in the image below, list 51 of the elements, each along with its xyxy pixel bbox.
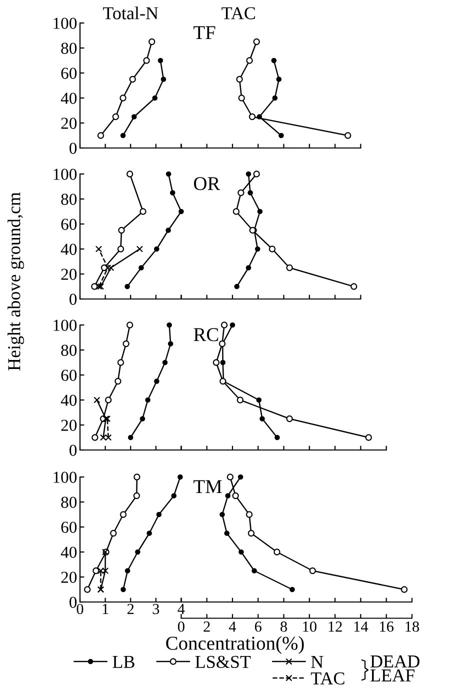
legend-label: LB	[112, 656, 134, 668]
annotation: TM	[194, 480, 222, 493]
x-tick-label: 6	[254, 622, 262, 632]
x-tick-label: 12	[328, 622, 342, 632]
y-tick-label: 20	[61, 268, 77, 280]
legend-label: N	[311, 656, 324, 668]
y-tick-label: 0	[70, 294, 77, 305]
x-axis-title: Concentration(%)	[166, 636, 304, 654]
y-tick-label: 60	[61, 370, 77, 381]
x-tick-label: 2	[204, 622, 210, 632]
y-tick-label: 80	[61, 344, 77, 356]
x-tick-label: 0	[178, 621, 184, 632]
y-tick-label: 100	[54, 472, 77, 483]
x-tick-label: 16	[380, 622, 394, 632]
x-tick-label: 8	[280, 621, 287, 632]
x-tick-label: 3	[152, 604, 160, 614]
y-tick-label: 40	[60, 394, 77, 406]
y-tick-label: 60	[61, 218, 77, 230]
legend-label: TAC	[310, 672, 344, 684]
y-tick-label: 40	[60, 92, 77, 104]
y-tick-label: 20	[61, 118, 77, 129]
annotation: TF	[194, 26, 216, 39]
y-tick-label: 20	[61, 420, 77, 431]
annotation: RC	[194, 328, 218, 342]
y-tick-label: 80	[61, 194, 77, 205]
x-tick-label: 4	[228, 622, 236, 632]
y-tick-label: 100	[54, 18, 77, 29]
x-tick-label: 1	[102, 604, 108, 614]
y-tick-label: 60	[61, 68, 77, 79]
x-tick-label: 2	[127, 604, 134, 614]
y-tick-label: 100	[54, 168, 77, 180]
chart-title: Total-N	[102, 6, 158, 20]
annotation: OR	[194, 177, 220, 190]
y-tick-label: 0	[70, 444, 77, 456]
y-tick-label: 60	[61, 522, 77, 533]
y-tick-label: 0	[70, 142, 77, 154]
x-tick-label: 10	[303, 621, 316, 632]
y-tick-label: 80	[61, 496, 77, 508]
legend-label: LS&ST	[195, 656, 251, 668]
y-tick-label: 40	[60, 244, 77, 255]
x-tick-label: 4	[178, 604, 185, 614]
x-tick-label: 18	[406, 621, 420, 632]
y-tick-label: 100	[54, 320, 77, 331]
y-tick-label: 40	[60, 546, 77, 558]
y-axis-title: Height above ground,cm	[8, 192, 24, 370]
chart-title: TAC	[222, 7, 255, 20]
x-tick-label: 14	[354, 622, 368, 632]
y-tick-label: 20	[61, 572, 77, 583]
text: DEAD	[370, 655, 420, 668]
text: LEAF	[370, 669, 414, 682]
y-tick-label: 80	[61, 42, 77, 54]
